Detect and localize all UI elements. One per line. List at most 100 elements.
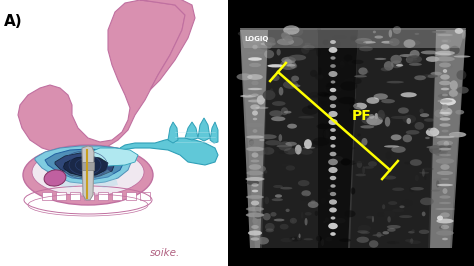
Ellipse shape	[339, 59, 347, 68]
Ellipse shape	[385, 117, 390, 127]
Ellipse shape	[344, 55, 353, 61]
Ellipse shape	[323, 130, 329, 139]
Ellipse shape	[386, 81, 404, 83]
Ellipse shape	[271, 117, 285, 121]
Ellipse shape	[303, 45, 315, 50]
Ellipse shape	[449, 132, 461, 138]
Ellipse shape	[395, 238, 399, 246]
Ellipse shape	[344, 78, 361, 84]
Ellipse shape	[435, 169, 444, 173]
Ellipse shape	[259, 139, 264, 141]
Ellipse shape	[436, 180, 439, 188]
Ellipse shape	[360, 231, 370, 234]
Ellipse shape	[281, 32, 289, 39]
Ellipse shape	[363, 71, 369, 73]
Polygon shape	[240, 28, 466, 248]
Ellipse shape	[247, 88, 263, 90]
Ellipse shape	[325, 237, 332, 241]
Ellipse shape	[399, 215, 412, 218]
Ellipse shape	[252, 190, 258, 192]
Ellipse shape	[330, 128, 336, 132]
Ellipse shape	[44, 170, 66, 186]
Ellipse shape	[439, 195, 451, 199]
Ellipse shape	[409, 187, 415, 192]
Ellipse shape	[457, 87, 469, 94]
Ellipse shape	[360, 125, 374, 128]
Ellipse shape	[443, 188, 447, 194]
Ellipse shape	[412, 236, 421, 239]
Ellipse shape	[287, 64, 295, 66]
Ellipse shape	[359, 46, 373, 51]
Ellipse shape	[328, 119, 337, 125]
FancyBboxPatch shape	[112, 192, 122, 200]
Ellipse shape	[273, 185, 283, 188]
Ellipse shape	[246, 147, 255, 149]
Ellipse shape	[362, 116, 377, 124]
Ellipse shape	[300, 149, 313, 155]
Ellipse shape	[439, 112, 451, 114]
Ellipse shape	[331, 80, 336, 84]
Ellipse shape	[442, 104, 448, 110]
Ellipse shape	[251, 201, 259, 205]
Polygon shape	[35, 146, 132, 184]
Ellipse shape	[311, 200, 316, 204]
Ellipse shape	[315, 75, 324, 79]
Ellipse shape	[308, 105, 314, 109]
Ellipse shape	[278, 141, 292, 151]
Ellipse shape	[340, 61, 345, 68]
Ellipse shape	[272, 75, 280, 81]
Ellipse shape	[339, 132, 343, 138]
Ellipse shape	[430, 72, 442, 76]
Ellipse shape	[435, 152, 447, 156]
Ellipse shape	[384, 61, 393, 70]
Polygon shape	[90, 148, 138, 166]
Ellipse shape	[440, 164, 449, 170]
Ellipse shape	[421, 74, 438, 78]
Ellipse shape	[406, 58, 417, 61]
Polygon shape	[55, 153, 115, 178]
Ellipse shape	[387, 225, 401, 229]
Ellipse shape	[407, 118, 411, 124]
Ellipse shape	[381, 99, 395, 103]
Polygon shape	[240, 30, 268, 248]
Ellipse shape	[248, 230, 262, 236]
Ellipse shape	[275, 194, 282, 198]
Ellipse shape	[439, 117, 450, 121]
Ellipse shape	[263, 213, 271, 220]
Ellipse shape	[262, 147, 274, 155]
Ellipse shape	[391, 55, 402, 64]
Ellipse shape	[434, 110, 444, 118]
Ellipse shape	[264, 170, 267, 173]
Ellipse shape	[257, 237, 269, 244]
Ellipse shape	[350, 36, 357, 41]
Ellipse shape	[401, 200, 413, 206]
Ellipse shape	[444, 141, 449, 146]
Ellipse shape	[382, 204, 385, 209]
Ellipse shape	[363, 166, 374, 169]
Ellipse shape	[326, 137, 343, 143]
Ellipse shape	[450, 46, 460, 55]
Ellipse shape	[441, 64, 453, 69]
Ellipse shape	[357, 161, 362, 168]
Ellipse shape	[328, 49, 333, 56]
Ellipse shape	[381, 67, 391, 71]
Ellipse shape	[246, 213, 264, 217]
Ellipse shape	[304, 139, 312, 149]
Polygon shape	[63, 156, 108, 176]
Ellipse shape	[277, 38, 294, 45]
Ellipse shape	[32, 148, 144, 196]
Ellipse shape	[345, 81, 353, 87]
Ellipse shape	[328, 111, 337, 117]
Ellipse shape	[316, 104, 322, 109]
Ellipse shape	[330, 104, 336, 108]
Ellipse shape	[246, 147, 264, 151]
Ellipse shape	[255, 107, 269, 109]
Ellipse shape	[369, 114, 374, 119]
Ellipse shape	[291, 76, 299, 81]
Ellipse shape	[316, 47, 320, 57]
Ellipse shape	[249, 40, 261, 43]
Ellipse shape	[422, 169, 425, 177]
Ellipse shape	[339, 109, 343, 111]
Ellipse shape	[251, 149, 258, 154]
Ellipse shape	[366, 116, 383, 126]
